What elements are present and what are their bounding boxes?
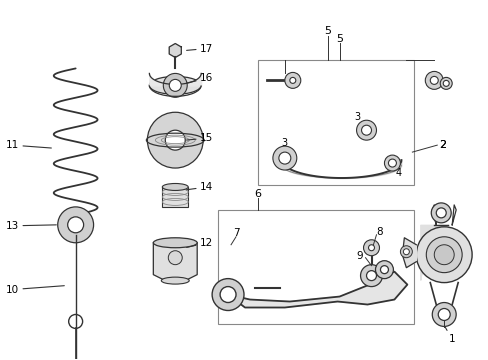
Circle shape xyxy=(58,207,93,243)
Ellipse shape xyxy=(153,238,197,248)
Text: 14: 14 xyxy=(186,182,213,192)
Polygon shape xyxy=(227,272,407,307)
Polygon shape xyxy=(169,44,181,58)
Circle shape xyxy=(435,208,446,218)
Circle shape xyxy=(363,240,379,256)
Text: 12: 12 xyxy=(186,238,213,248)
Circle shape xyxy=(212,279,244,310)
Text: 13: 13 xyxy=(6,221,56,231)
Circle shape xyxy=(163,73,187,97)
Circle shape xyxy=(400,246,411,258)
Circle shape xyxy=(425,71,442,89)
Ellipse shape xyxy=(161,277,189,284)
Circle shape xyxy=(168,251,182,265)
Polygon shape xyxy=(431,205,435,225)
Text: 10: 10 xyxy=(6,284,64,294)
Circle shape xyxy=(387,159,396,167)
Text: 1: 1 xyxy=(444,327,455,345)
Circle shape xyxy=(437,309,449,320)
Polygon shape xyxy=(402,238,415,268)
Circle shape xyxy=(360,265,382,287)
Text: 11: 11 xyxy=(6,140,51,150)
Circle shape xyxy=(403,249,408,255)
Circle shape xyxy=(426,237,461,273)
Circle shape xyxy=(430,203,450,223)
Circle shape xyxy=(429,76,437,84)
Circle shape xyxy=(380,266,387,274)
Circle shape xyxy=(366,271,376,280)
Text: 5: 5 xyxy=(324,26,330,36)
Text: 4: 4 xyxy=(394,168,401,178)
Text: 7: 7 xyxy=(232,228,239,238)
Text: 8: 8 xyxy=(376,227,382,237)
Text: 17: 17 xyxy=(186,44,213,54)
Circle shape xyxy=(278,152,290,164)
Circle shape xyxy=(285,72,300,88)
Circle shape xyxy=(442,80,448,86)
Text: 6: 6 xyxy=(254,189,261,199)
Circle shape xyxy=(220,287,236,302)
Circle shape xyxy=(433,245,453,265)
Circle shape xyxy=(415,227,471,283)
Text: 9: 9 xyxy=(355,251,362,261)
Circle shape xyxy=(67,217,83,233)
Bar xyxy=(258,60,413,185)
Text: 2: 2 xyxy=(438,140,446,150)
Circle shape xyxy=(165,130,185,150)
Circle shape xyxy=(375,261,393,279)
Circle shape xyxy=(147,112,203,168)
Circle shape xyxy=(361,125,371,135)
Circle shape xyxy=(272,146,296,170)
Text: 3: 3 xyxy=(354,112,360,122)
Circle shape xyxy=(384,155,400,171)
Text: 15: 15 xyxy=(186,133,213,143)
Ellipse shape xyxy=(162,184,188,190)
Circle shape xyxy=(289,77,295,84)
Bar xyxy=(218,210,413,324)
Polygon shape xyxy=(153,243,197,280)
Text: 2: 2 xyxy=(438,140,446,150)
Text: 16: 16 xyxy=(186,73,213,84)
Bar xyxy=(162,187,188,207)
Circle shape xyxy=(169,80,181,91)
Text: 5: 5 xyxy=(335,33,343,44)
Circle shape xyxy=(439,77,451,89)
Text: 3: 3 xyxy=(281,138,287,148)
Circle shape xyxy=(368,245,374,251)
Circle shape xyxy=(356,120,376,140)
Circle shape xyxy=(431,302,455,327)
Ellipse shape xyxy=(149,76,201,94)
